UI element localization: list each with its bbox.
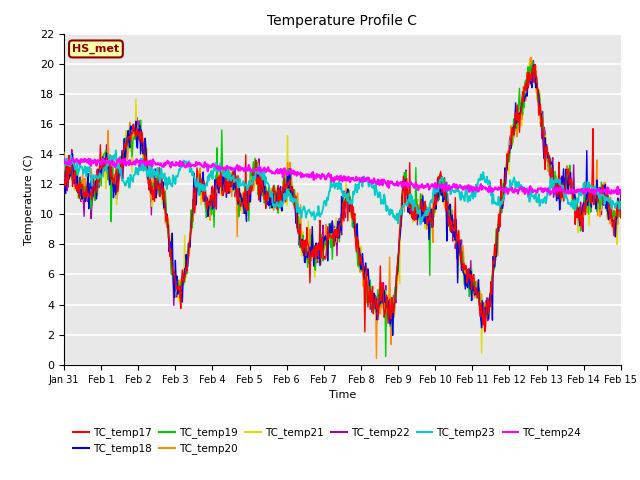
TC_temp24 [207, 164, 215, 170]
X-axis label: Time: Time [329, 390, 356, 400]
TC_temp21 [443, 213, 451, 219]
TC_temp22 [182, 261, 190, 266]
TC_temp22 [389, 315, 397, 321]
TC_temp19 [617, 196, 625, 202]
TC_temp24 [566, 191, 574, 196]
TC_temp19 [382, 354, 390, 360]
TC_temp18 [444, 203, 451, 209]
TC_temp20 [334, 225, 342, 231]
TC_temp22 [60, 184, 68, 190]
Line: TC_temp20: TC_temp20 [64, 57, 621, 359]
TC_temp23 [335, 182, 342, 188]
TC_temp21 [477, 350, 485, 356]
TC_temp22 [617, 192, 625, 197]
TC_temp20 [617, 197, 625, 203]
TC_temp23 [389, 209, 397, 215]
TC_temp17 [60, 169, 68, 175]
TC_temp20 [60, 149, 68, 155]
Line: TC_temp23: TC_temp23 [64, 150, 621, 225]
TC_temp19 [334, 228, 342, 234]
Y-axis label: Temperature (C): Temperature (C) [24, 154, 35, 245]
TC_temp19 [182, 266, 190, 272]
TC_temp17 [617, 215, 625, 221]
TC_temp18 [206, 198, 214, 204]
TC_temp19 [529, 59, 536, 64]
TC_temp24 [389, 180, 397, 186]
TC_temp20 [389, 308, 397, 314]
TC_temp23 [617, 199, 625, 204]
TC_temp17 [206, 203, 214, 209]
Line: TC_temp22: TC_temp22 [64, 60, 621, 331]
TC_temp21 [206, 207, 214, 213]
TC_temp20 [182, 266, 190, 272]
Text: HS_met: HS_met [72, 44, 120, 54]
TC_temp18 [617, 197, 625, 203]
TC_temp21 [568, 187, 575, 192]
TC_temp23 [183, 160, 191, 166]
TC_temp22 [334, 222, 342, 228]
TC_temp23 [568, 204, 575, 209]
TC_temp23 [417, 222, 424, 228]
Line: TC_temp21: TC_temp21 [64, 59, 621, 353]
TC_temp21 [60, 178, 68, 184]
TC_temp17 [443, 205, 451, 211]
TC_temp20 [527, 54, 535, 60]
TC_temp18 [529, 62, 537, 68]
TC_temp18 [60, 184, 68, 190]
TC_temp19 [60, 168, 68, 174]
TC_temp17 [182, 265, 190, 271]
TC_temp20 [206, 217, 214, 223]
TC_temp24 [335, 176, 342, 181]
TC_temp18 [334, 218, 342, 224]
Legend: TC_temp17, TC_temp18, TC_temp19, TC_temp20, TC_temp21, TC_temp22, TC_temp23, TC_: TC_temp17, TC_temp18, TC_temp19, TC_temp… [69, 423, 585, 458]
Line: TC_temp24: TC_temp24 [64, 158, 621, 194]
Line: TC_temp17: TC_temp17 [64, 64, 621, 332]
Line: TC_temp19: TC_temp19 [64, 61, 621, 357]
TC_temp24 [444, 188, 451, 193]
TC_temp20 [372, 356, 380, 361]
TC_temp21 [617, 198, 625, 204]
TC_temp24 [60, 156, 68, 162]
TC_temp23 [60, 159, 68, 165]
TC_temp24 [617, 191, 625, 196]
TC_temp20 [444, 202, 451, 207]
TC_temp19 [568, 190, 575, 195]
TC_temp17 [334, 235, 342, 240]
TC_temp17 [481, 329, 488, 335]
TC_temp17 [388, 295, 396, 300]
TC_temp21 [388, 312, 396, 317]
TC_temp19 [444, 201, 451, 206]
Line: TC_temp18: TC_temp18 [64, 65, 621, 336]
TC_temp17 [531, 61, 539, 67]
TC_temp18 [182, 252, 190, 258]
TC_temp18 [568, 190, 575, 196]
Title: Temperature Profile C: Temperature Profile C [268, 14, 417, 28]
TC_temp17 [568, 176, 575, 181]
TC_temp24 [68, 156, 76, 161]
TC_temp21 [525, 56, 533, 62]
TC_temp24 [591, 192, 598, 197]
TC_temp21 [182, 275, 190, 280]
TC_temp23 [112, 147, 120, 153]
TC_temp22 [529, 58, 537, 63]
TC_temp22 [444, 191, 451, 197]
TC_temp22 [206, 194, 214, 200]
TC_temp24 [183, 161, 191, 167]
TC_temp21 [334, 234, 342, 240]
TC_temp19 [206, 207, 214, 213]
TC_temp23 [445, 187, 452, 193]
TC_temp22 [568, 190, 575, 196]
TC_temp19 [389, 320, 397, 326]
TC_temp22 [388, 328, 396, 334]
TC_temp23 [207, 169, 215, 175]
TC_temp18 [388, 304, 396, 310]
TC_temp18 [389, 333, 397, 338]
TC_temp20 [568, 178, 575, 183]
